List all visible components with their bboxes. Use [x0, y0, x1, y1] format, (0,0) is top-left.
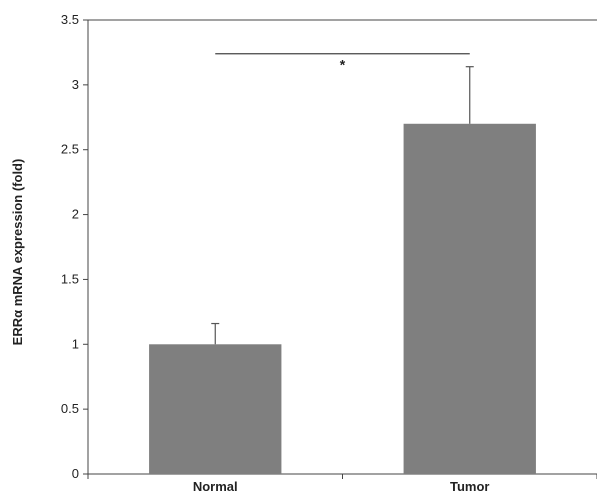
- y-tick-label: 1.5: [61, 271, 79, 286]
- x-axis: Normal Tumor: [87, 473, 597, 494]
- y-tick-label: 3: [72, 77, 79, 92]
- x-category-label: Normal: [193, 479, 238, 494]
- y-tick-label: 2.5: [61, 142, 79, 157]
- significance-annotation: *: [215, 53, 470, 73]
- error-bars: [211, 66, 474, 345]
- bar-tumor: [403, 123, 536, 475]
- bar-normal: [149, 344, 282, 474]
- significance-asterisk: *: [340, 57, 346, 73]
- bars: [149, 123, 536, 475]
- y-axis: 0 0.5 1 1.5 2 2.5 3 3.5: [61, 12, 597, 481]
- y-tick-label: 2: [72, 207, 79, 222]
- y-axis-title: ERRα mRNA expression (fold): [10, 159, 25, 346]
- y-tick-label: 0.5: [61, 401, 79, 416]
- y-tick-label: 0: [72, 466, 79, 481]
- y-tick-label: 3.5: [61, 12, 79, 27]
- y-tick-label: 1: [72, 336, 79, 351]
- x-category-label: Tumor: [450, 479, 489, 494]
